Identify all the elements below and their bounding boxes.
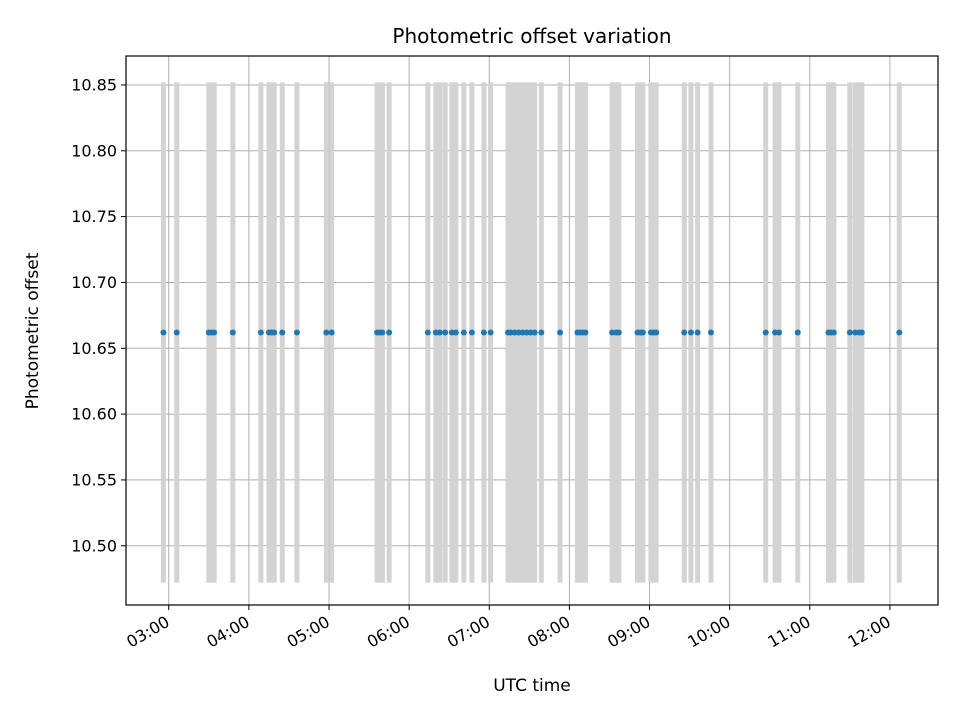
data-point [707, 329, 714, 336]
data-point [211, 329, 218, 336]
y-tick-label: 10.60 [71, 405, 117, 424]
data-point [615, 329, 622, 336]
data-point [442, 329, 449, 336]
data-point [846, 329, 853, 336]
data-point [830, 329, 837, 336]
data-point [639, 329, 646, 336]
data-point [858, 329, 865, 336]
y-axis-title: Photometric offset [23, 252, 43, 409]
data-point [896, 329, 903, 336]
data-point [271, 329, 278, 336]
data-point [173, 329, 180, 336]
y-tick-label: 10.80 [71, 141, 117, 160]
data-point [379, 329, 386, 336]
y-tick-label: 10.55 [71, 470, 117, 489]
data-point [794, 329, 801, 336]
data-point [328, 329, 335, 336]
data-point [487, 329, 494, 336]
data-point [582, 329, 589, 336]
data-point [681, 329, 688, 336]
y-axis-ticks: 10.50 10.55 10.60 10.65 10.70 10.75 10.80 10.85 [71, 75, 126, 555]
y-tick-label: 10.50 [71, 536, 117, 555]
data-point [557, 329, 564, 336]
chart-title: Photometric offset variation [392, 24, 671, 48]
data-point [538, 329, 545, 336]
y-tick-label: 10.85 [71, 75, 117, 94]
data-point [257, 329, 264, 336]
data-point [279, 329, 286, 336]
data-point [436, 329, 443, 336]
data-point [293, 329, 300, 336]
data-point [460, 329, 467, 336]
data-point [653, 329, 660, 336]
data-point [762, 329, 769, 336]
data-point [424, 329, 431, 336]
y-tick-label: 10.75 [71, 207, 117, 226]
data-point [160, 329, 167, 336]
data-point [468, 329, 475, 336]
data-points [160, 329, 903, 336]
data-point [687, 329, 694, 336]
data-point [694, 329, 701, 336]
y-tick-label: 10.65 [71, 339, 117, 358]
data-point [452, 329, 459, 336]
x-axis-title: UTC time [493, 676, 571, 696]
plot-frame [125, 55, 939, 606]
y-tick-label: 10.70 [71, 273, 117, 292]
data-point [776, 329, 783, 336]
data-point [386, 329, 393, 336]
data-point [531, 329, 538, 336]
data-point [323, 329, 330, 336]
data-point [480, 329, 487, 336]
data-point [229, 329, 236, 336]
